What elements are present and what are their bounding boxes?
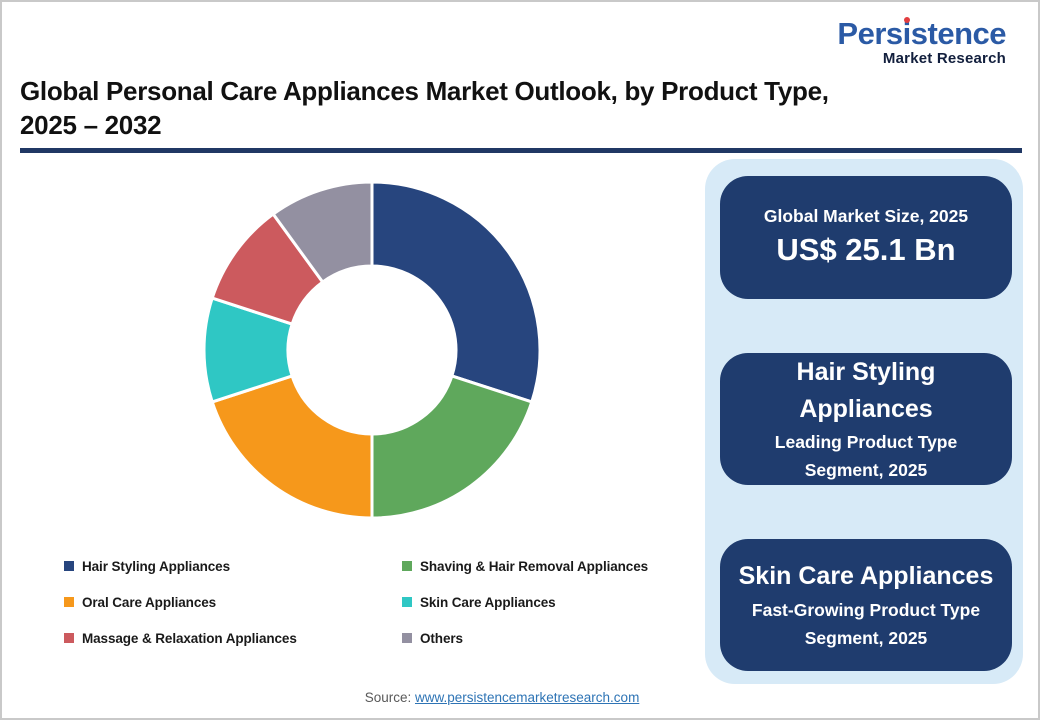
legend-label: Others <box>420 630 463 646</box>
leading-segment-title: Hair Styling Appliances <box>796 358 936 423</box>
title-underline-rule <box>20 148 1022 153</box>
logo-subtitle-text: Market Research <box>882 50 1006 67</box>
pie-slice-1 <box>370 374 534 520</box>
source-line: Source: www.persistencemarketresearch.co… <box>2 690 1002 705</box>
highlight-panel: Global Market Size, 2025 US$ 25.1 Bn Hai… <box>705 159 1023 684</box>
donut-chart <box>202 180 542 520</box>
legend-swatch <box>64 561 74 571</box>
legend-item-hair-styling: Hair Styling Appliances <box>64 559 402 574</box>
pie-slice-5 <box>271 180 374 284</box>
market-size-card-title: Global Market Size, 2025 <box>763 206 969 227</box>
logo-brand-text: Persistence <box>837 16 1006 51</box>
fast-growing-segment-title: Skin Care Appliances <box>738 562 994 591</box>
legend-swatch <box>64 597 74 607</box>
legend-label: Skin Care Appliances <box>420 594 556 610</box>
pie-slice-2 <box>210 374 374 520</box>
legend-label: Massage & Relaxation Appliances <box>82 630 297 646</box>
chart-legend: Hair Styling Appliances Shaving & Hair R… <box>64 548 648 656</box>
fast-growing-segment-card: Skin Care Appliances Fast-Growing Produc… <box>720 539 1012 671</box>
legend-swatch <box>402 633 412 643</box>
page-title-line2: 2025 – 2032 <box>20 110 162 141</box>
pie-slice-0 <box>370 180 542 404</box>
page-title: Global Personal Care Appliances Market O… <box>20 74 940 143</box>
fast-growing-segment-subtitle: Fast-Growing Product Type Segment, 2025 <box>751 599 981 648</box>
leading-segment-card: Hair Styling Appliances Leading Product … <box>720 353 1012 485</box>
source-label: Source: <box>364 690 412 705</box>
legend-item-shaving-hair-removal: Shaving & Hair Removal Appliances <box>402 559 648 574</box>
legend-swatch <box>64 633 74 643</box>
legend-label: Hair Styling Appliances <box>82 558 230 574</box>
legend-label: Oral Care Appliances <box>82 594 217 610</box>
market-size-card: Global Market Size, 2025 US$ 25.1 Bn <box>720 176 1012 299</box>
market-size-value: US$ 25.1 Bn <box>776 231 956 267</box>
legend-swatch <box>402 597 412 607</box>
legend-swatch <box>402 561 412 571</box>
legend-item-oral-care: Oral Care Appliances <box>64 595 402 610</box>
legend-item-massage-relaxation: Massage & Relaxation Appliances <box>64 631 402 646</box>
legend-label: Shaving & Hair Removal Appliances <box>420 558 649 574</box>
legend-item-others: Others <box>402 631 648 646</box>
legend-item-skin-care: Skin Care Appliances <box>402 595 648 610</box>
logo-i-dot: i <box>902 16 912 51</box>
source-link[interactable]: www.persistencemarketresearch.com <box>414 690 640 705</box>
page-title-line1: Global Personal Care Appliances Market O… <box>20 76 829 106</box>
leading-segment-subtitle: Leading Product Type Segment, 2025 <box>774 431 958 480</box>
logo: Persistence Market Research <box>837 18 1006 66</box>
